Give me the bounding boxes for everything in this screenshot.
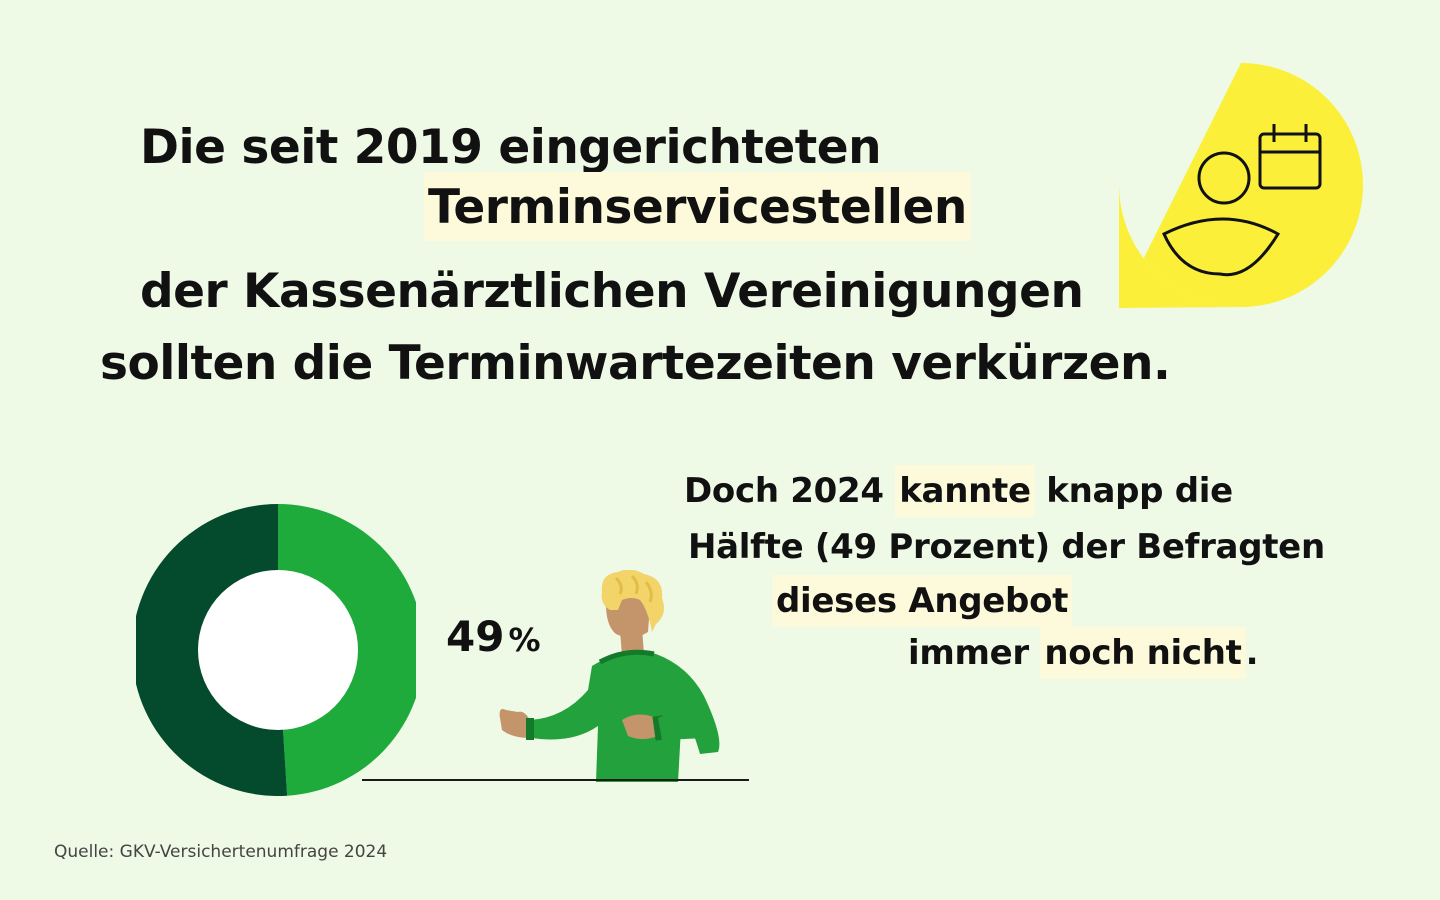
body-text-line-4: immer noch nicht. bbox=[908, 627, 1259, 679]
ground-line bbox=[362, 779, 749, 781]
body-text-line-2: Hälfte (49 Prozent) der Befragten bbox=[688, 527, 1325, 567]
body-text-line-1: Doch 2024 kannte knapp die bbox=[684, 465, 1233, 517]
percent-unit: % bbox=[508, 621, 541, 659]
person-figure-illustration bbox=[499, 570, 720, 782]
headline-line-1: Die seit 2019 eingerichteten bbox=[140, 120, 882, 175]
donut-hole bbox=[198, 570, 358, 730]
headline-highlight: Terminservicestellen bbox=[424, 172, 971, 241]
body-text-line-3: dieses Angebot bbox=[772, 575, 1073, 627]
headline-line-3: der Kassenärztlichen Vereinigungen bbox=[140, 264, 1084, 319]
body-highlight-1: kannte bbox=[895, 465, 1035, 517]
donut-chart bbox=[136, 504, 416, 796]
percent-value: 49 bbox=[446, 612, 505, 661]
speech-bubble-shape bbox=[1119, 63, 1363, 308]
headline-line-2: Terminservicestellen bbox=[424, 172, 971, 241]
source-note: Quelle: GKV-Versichertenumfrage 2024 bbox=[54, 842, 388, 862]
body-highlight-3: noch nicht bbox=[1040, 627, 1246, 679]
donut-data-label: 49% bbox=[446, 612, 541, 661]
headline-line-4: sollten die Terminwartezeiten verkürzen. bbox=[100, 336, 1171, 391]
body-highlight-2: dieses Angebot bbox=[772, 575, 1073, 627]
person-calendar-icon bbox=[1119, 63, 1363, 308]
